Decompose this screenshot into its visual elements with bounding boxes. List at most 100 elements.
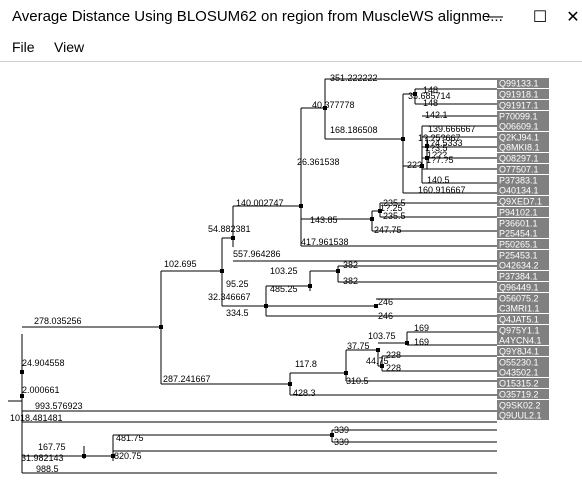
minimize-button[interactable]: — (487, 8, 503, 25)
leaf-label-box (497, 78, 549, 88)
branch-distance-label: 103.25 (270, 266, 298, 276)
branch-distance-label: 235.5 (383, 198, 406, 208)
leaf-label-box (497, 250, 549, 260)
leaf-label: O40134.1 (499, 186, 539, 196)
branch-distance-label: 160.916667 (418, 185, 466, 195)
branch-distance-label: 988.5 (36, 464, 59, 474)
leaf-label-box (497, 142, 549, 152)
leaf-label: O43502.1 (499, 368, 539, 378)
leaf-label-box (497, 293, 549, 303)
leaf-label: P37383.1 (499, 176, 538, 186)
branch-distance-label: 24.904558 (22, 358, 65, 368)
menu-bar: File View (0, 34, 582, 60)
window-title: Average Distance Using BLOSUM62 on regio… (12, 8, 503, 25)
branch-distance-label: 103.75 (368, 331, 396, 341)
branch-distance-label: 143.85 (310, 215, 338, 225)
menu-file[interactable]: File (12, 39, 35, 55)
leaf-label: P25454.1 (499, 229, 538, 239)
branch-distance-label: 417.961538 (301, 237, 349, 247)
branch-distance-label: 168.186508 (330, 125, 378, 135)
leaf-label: P36601.1 (499, 219, 538, 229)
branch-distance-label: 339 (334, 437, 349, 447)
leaf-label: Q8MKI8.1 (499, 143, 540, 153)
tree-node (20, 394, 24, 398)
leaf-label-box (497, 346, 549, 356)
leaf-label: Q4JAT5.1 (499, 315, 539, 325)
branch-distance-label: 382 (343, 276, 358, 286)
branch-distance-label: 32.346667 (208, 292, 251, 302)
leaf-label-box (497, 378, 549, 388)
leaf-label: Q99133.1 (499, 79, 539, 89)
leaf-label-box (497, 314, 549, 324)
leaf-label: Q975Y1.1 (499, 326, 540, 336)
branch-distance-label: 117.8 (295, 359, 317, 369)
leaf-label-box (497, 100, 549, 110)
leaf-label-box (497, 282, 549, 292)
branch-distance-label: 102.695 (164, 259, 197, 269)
leaf-label-box (497, 207, 549, 217)
branch-distance-label: 35.685714 (408, 91, 451, 101)
leaf-label: P37384.1 (499, 272, 538, 282)
branch-distance-label: 139.666667 (428, 124, 476, 134)
leaf-label-box (497, 228, 549, 238)
branch-distance-label: 1?.?5?667 (418, 133, 461, 143)
leaf-label-box (497, 367, 549, 377)
branch-distance-label: 820.75 (114, 451, 142, 461)
branch-distance-label: 1?7.?5 (426, 155, 454, 165)
branch-distance-label: 247.75 (374, 225, 402, 235)
branch-distance-label: 382 (343, 260, 358, 270)
tree-node (20, 370, 24, 374)
branch-distance-label: 481.75 (116, 433, 144, 443)
branch-distance-label: 339 (334, 425, 349, 435)
branch-distance-label: 1?3.5 (425, 143, 448, 153)
title-bar: Average Distance Using BLOSUM62 on regio… (0, 0, 582, 34)
leaf-label-box (497, 239, 549, 249)
branch-distance-label: 228 (386, 363, 401, 373)
branch-distance-label: 1?.25 (380, 203, 403, 213)
leaf-label-box (497, 410, 549, 420)
leaf-label: P70099.1 (499, 112, 538, 122)
leaf-label-box (497, 164, 549, 174)
branch-distance-label: 246 (378, 311, 393, 321)
leaf-label: O55230.1 (499, 358, 539, 368)
branch-distance-label: 235.5 (383, 211, 406, 221)
leaf-label-box (497, 400, 549, 410)
branch-distance-label: 228 (386, 350, 401, 360)
branch-distance-label: 22? (407, 160, 422, 170)
close-button[interactable]: ✕ (566, 9, 580, 26)
leaf-label-box (497, 175, 549, 185)
branch-distance-label: 287.241667 (163, 374, 211, 384)
leaf-label-box (497, 303, 549, 313)
leaf-label-box (497, 121, 549, 131)
leaf-label-box (497, 89, 549, 99)
branch-distance-label: 2.000661 (22, 385, 60, 395)
menu-view[interactable]: View (54, 39, 85, 55)
leaf-label: Q91917.1 (499, 101, 539, 111)
leaf-label: Q2KJ94.1 (499, 133, 539, 143)
branch-distance-label: 1018.481481 (10, 413, 63, 423)
branch-distance-label: 167.75 (38, 442, 66, 452)
branch-distance-label: 428.3 (293, 388, 316, 398)
branch-distance-label: 44.75 (366, 356, 389, 366)
leaf-label-box (497, 389, 549, 399)
leaf-label: P50265.1 (499, 240, 538, 250)
leaf-label-box (497, 153, 549, 163)
branch-distance-label: 246 (378, 297, 393, 307)
branch-distance-label: 1??? (427, 150, 447, 160)
tree-svg: Q99133.1Q91918.1Q91917.1P70099.1Q06609.1… (8, 73, 549, 474)
leaf-label: Q9XED7.1 (499, 197, 542, 207)
branch-distance-label: 485.25 (270, 284, 298, 294)
branch-distance-label: 26.361538 (297, 157, 340, 167)
leaf-label-box (497, 185, 549, 195)
leaf-label-box (497, 260, 549, 270)
branch-distance-label: 31.982143 (21, 453, 64, 463)
branch-distance-label: 140.5 (427, 175, 450, 185)
leaf-label: Q9SK02.2 (499, 401, 541, 411)
leaf-label: O56075.2 (499, 294, 539, 304)
maximize-button[interactable]: ☐ (532, 9, 548, 26)
branch-distance-label: 169 (414, 337, 429, 347)
leaf-label: O42634.2 (499, 261, 539, 271)
tree-node (425, 156, 429, 160)
leaf-label-box (497, 218, 549, 228)
tree-canvas[interactable]: Q99133.1 Q91918.1 Q91917.1 P70099.1 Q06609.1… (0, 61, 582, 484)
